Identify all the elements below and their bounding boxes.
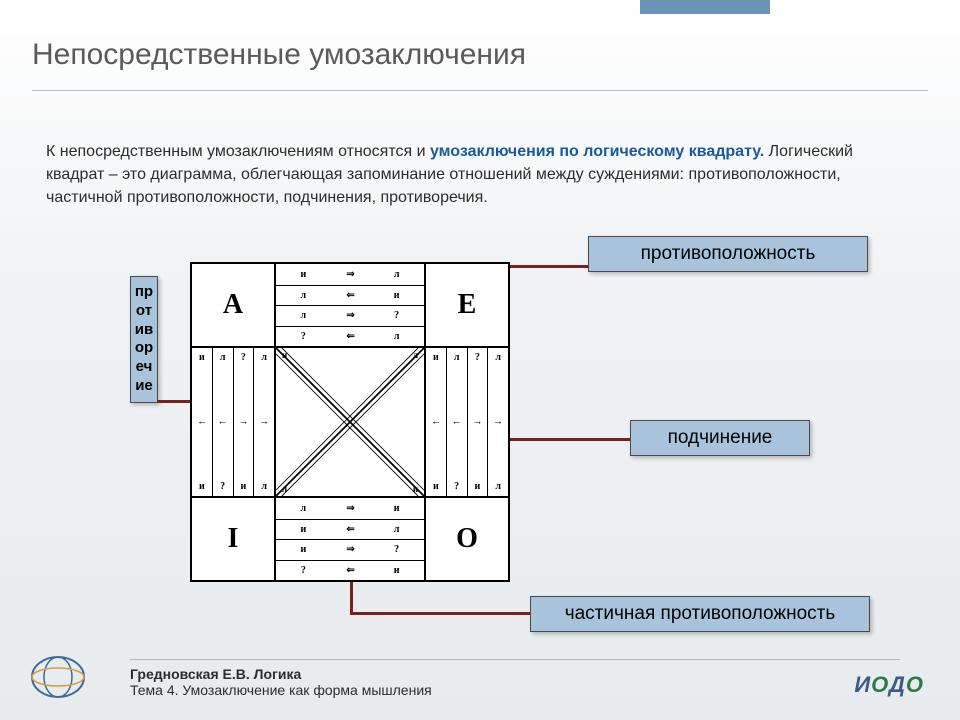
label-subalternation: подчинение (630, 420, 810, 456)
corner-A: A (191, 263, 275, 347)
corner-O: O (425, 497, 509, 581)
square-center: и л л и (275, 347, 425, 497)
iodo-logo: ИОДО (854, 672, 924, 698)
footer: Гредновская Е.В. Логика Тема 4. Умозаклю… (130, 659, 900, 698)
para-pre: К непосредственным умозаключениям относя… (46, 143, 430, 160)
label-contrariety: противоположность (588, 236, 868, 272)
university-logo-icon (26, 652, 90, 702)
callout-line-mid (492, 438, 630, 441)
intro-paragraph: К непосредственным умозаключениям относя… (46, 140, 890, 210)
edge-right: и↓и л↓? ?↑и л↑л (425, 347, 509, 497)
footer-topic: Тема 4. Умозаключение как форма мышления (130, 682, 900, 698)
callout-line-bot (350, 612, 530, 615)
page-title: Непосредственные умозаключения (32, 38, 526, 72)
header-accent-bar (640, 0, 770, 14)
title-underline (32, 90, 928, 91)
edge-bottom: л⇒и и⇐л и⇒? ?⇐и (275, 497, 425, 581)
label-contradiction: противоречие (130, 276, 158, 403)
edge-top: и⇒л л⇐и л⇒? ?⇐л (275, 263, 425, 347)
label-subcontrariety: частичная противоположность (530, 596, 870, 632)
footer-author: Гредновская Е.В. Логика (130, 666, 900, 682)
logic-square: A E I O и⇒л л⇐и л⇒? ?⇐л л⇒и и⇐л и⇒? ?⇐и … (190, 262, 510, 582)
corner-I: I (191, 497, 275, 581)
edge-left: и↓и л↓? ?↑и л↑л (191, 347, 275, 497)
para-highlight: умозаключения по логическому квадрату. (430, 143, 764, 160)
corner-E: E (425, 263, 509, 347)
